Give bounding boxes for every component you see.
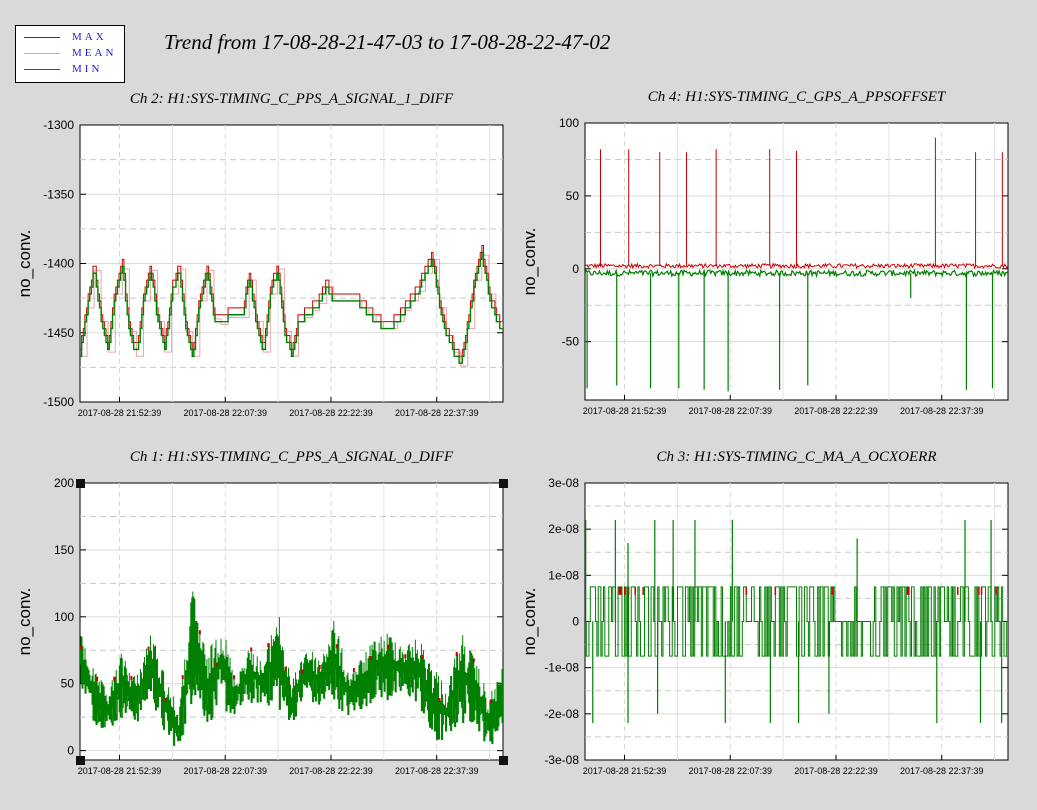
y-tick-label: -2e-08: [544, 707, 579, 721]
legend-box: MAX MEAN MIN: [15, 25, 125, 83]
y-axis-label: no_conv.: [15, 230, 34, 298]
series-min-range: [80, 591, 503, 746]
x-tick-label: 2017-08-28 21:52:39: [78, 408, 162, 418]
x-tick-label: 2017-08-28 22:37:39: [900, 406, 984, 416]
y-tick-label: 2e-08: [548, 522, 579, 536]
x-tick-label: 2017-08-28 22:22:39: [794, 406, 878, 416]
y-tick-label: 0: [572, 615, 579, 629]
chart-svg: Ch 3: H1:SYS-TIMING_C_MA_A_OCXOERR no_con…: [520, 449, 1009, 776]
x-tick-label: 2017-08-28 22:07:39: [688, 766, 772, 776]
x-tick-label: 2017-08-28 21:52:39: [583, 766, 667, 776]
chart-ch4: Ch 4: H1:SYS-TIMING_C_GPS_A_PPSOFFSET no_…: [518, 85, 1037, 425]
y-tick-label: 100: [559, 116, 579, 130]
x-tick-label: 2017-08-28 22:37:39: [395, 766, 479, 776]
chart-ch3: Ch 3: H1:SYS-TIMING_C_MA_A_OCXOERR no_con…: [518, 445, 1037, 785]
legend-item-mean: MEAN: [16, 46, 124, 62]
resize-handle[interactable]: [499, 756, 508, 765]
y-axis-label: no_conv.: [15, 588, 34, 656]
series-min-baseline: [585, 268, 1008, 279]
series-min: [585, 586, 1008, 657]
legend-label-min: MIN: [72, 63, 103, 75]
series-max: [618, 586, 997, 595]
y-tick-label: 200: [54, 476, 74, 490]
legend-item-min: MIN: [16, 62, 124, 78]
y-tick-label: -1e-08: [544, 661, 579, 675]
series-max: [80, 630, 492, 704]
y-tick-label: 50: [61, 677, 75, 691]
y-axis-label: no_conv.: [520, 588, 539, 656]
y-tick-label: 0: [572, 262, 579, 276]
data-layer: [585, 137, 1008, 392]
chart-svg: Ch 2: H1:SYS-TIMING_C_PPS_A_SIGNAL_1_DIF…: [15, 91, 504, 418]
y-tick-label: 0: [67, 744, 74, 758]
x-tick-label: 2017-08-28 22:37:39: [395, 408, 479, 418]
y-tick-label: 3e-08: [548, 476, 579, 490]
data-layer: [585, 519, 1008, 724]
y-tick-label: -1350: [43, 187, 74, 201]
resize-handle[interactable]: [76, 756, 85, 765]
series-min: [80, 251, 503, 364]
series-mean: [80, 254, 503, 367]
y-axis-label: no_conv.: [520, 228, 539, 296]
chart-title: Ch 1: H1:SYS-TIMING_C_PPS_A_SIGNAL_0_DIF…: [130, 449, 454, 465]
x-tick-label: 2017-08-28 22:22:39: [794, 766, 878, 776]
legend-swatch-min: [24, 69, 60, 70]
y-tick-label: -1400: [43, 257, 74, 271]
x-tick-label: 2017-08-28 22:22:39: [289, 408, 373, 418]
y-tick-label: 150: [54, 543, 74, 557]
legend-swatch-max: [24, 37, 60, 38]
chart-svg: Ch 4: H1:SYS-TIMING_C_GPS_A_PPSOFFSET no_…: [520, 89, 1009, 416]
resize-handle[interactable]: [76, 479, 85, 488]
legend-label-mean: MEAN: [72, 47, 117, 59]
chart-title: Ch 4: H1:SYS-TIMING_C_GPS_A_PPSOFFSET: [648, 89, 947, 105]
series-max-baseline: [585, 262, 1008, 270]
data-layer: [80, 591, 503, 746]
resize-handle[interactable]: [499, 479, 508, 488]
chart-title: Ch 2: H1:SYS-TIMING_C_PPS_A_SIGNAL_1_DIF…: [130, 91, 454, 107]
x-tick-label: 2017-08-28 21:52:39: [583, 406, 667, 416]
x-tick-label: 2017-08-28 22:07:39: [183, 408, 267, 418]
x-tick-label: 2017-08-28 22:37:39: [900, 766, 984, 776]
y-tick-label: -3e-08: [544, 753, 579, 767]
legend-swatch-mean: [24, 53, 60, 54]
y-tick-label: -1300: [43, 118, 74, 132]
x-tick-label: 2017-08-28 22:22:39: [289, 766, 373, 776]
x-tick-label: 2017-08-28 22:07:39: [688, 406, 772, 416]
legend-item-max: MAX: [16, 30, 124, 46]
legend-label-max: MAX: [72, 31, 107, 43]
chart-ch2: Ch 2: H1:SYS-TIMING_C_PPS_A_SIGNAL_1_DIF…: [0, 85, 520, 425]
y-tick-label: 100: [54, 610, 74, 624]
y-tick-label: 1e-08: [548, 568, 579, 582]
y-tick-label: 50: [566, 189, 580, 203]
y-tick-label: -1500: [43, 395, 74, 409]
series-min: [80, 663, 503, 746]
data-layer: [80, 244, 503, 367]
x-tick-label: 2017-08-28 22:07:39: [183, 766, 267, 776]
y-tick-label: -50: [562, 335, 580, 349]
chart-title: Ch 3: H1:SYS-TIMING_C_MA_A_OCXOERR: [657, 449, 937, 465]
page-title: Trend from 17-08-28-21-47-03 to 17-08-28…: [164, 30, 611, 54]
chart-ch1[interactable]: Ch 1: H1:SYS-TIMING_C_PPS_A_SIGNAL_0_DIF…: [0, 445, 520, 785]
x-tick-label: 2017-08-28 21:52:39: [78, 766, 162, 776]
y-tick-label: -1450: [43, 326, 74, 340]
chart-svg: Ch 1: H1:SYS-TIMING_C_PPS_A_SIGNAL_0_DIF…: [15, 449, 508, 776]
